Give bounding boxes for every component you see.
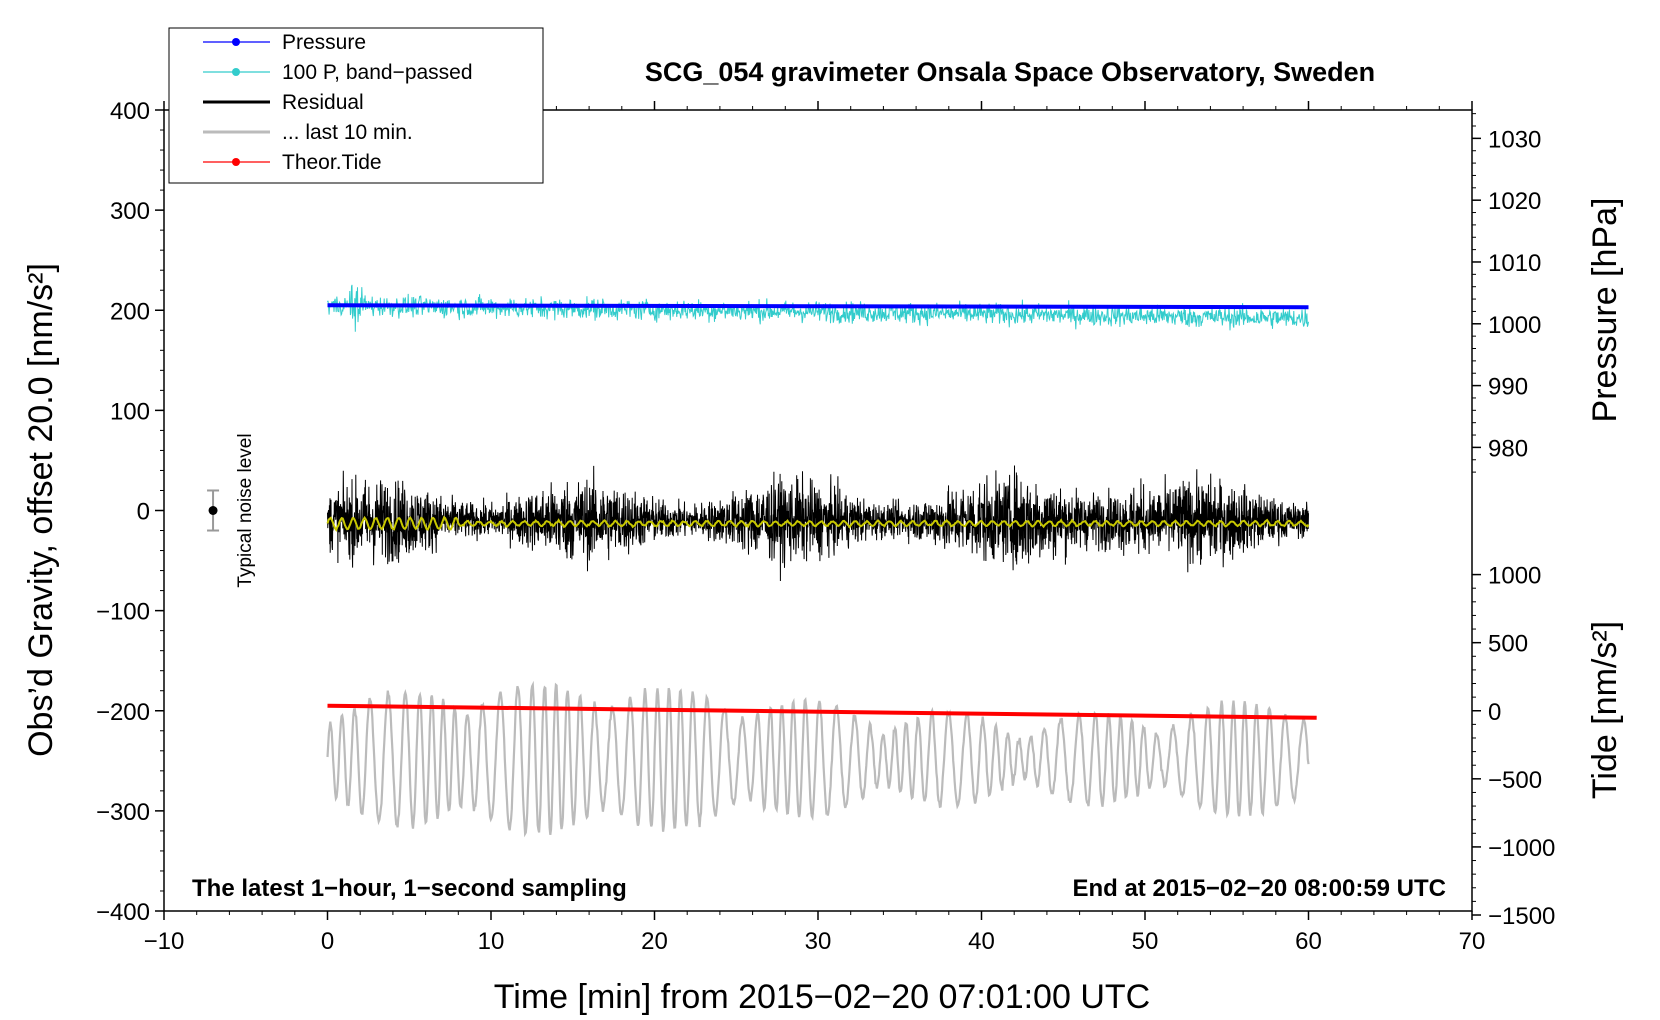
y-left-tick-label: −100 [96,599,150,626]
pressure-tick-label: 1030 [1488,126,1541,153]
chart-title: SCG_054 gravimeter Onsala Space Observat… [645,57,1375,87]
pressure-tick-label: 1010 [1488,250,1541,277]
y-left-tick-label: 400 [110,98,150,125]
y-left-tick-label: −400 [96,899,150,926]
pressure-tick-label: 1000 [1488,312,1541,339]
y-axis-label-left: Obs’d Gravity, offset 20.0 [nm/s²] [22,263,60,757]
y-left-tick-label: −300 [96,799,150,826]
y-axis-label-pressure: Pressure [hPa] [1586,198,1624,423]
x-axis-label: Time [min] from 2015−02−20 07:01:00 UTC [494,978,1150,1016]
x-tick-label: 50 [1132,928,1159,955]
series-layer [326,284,1317,838]
series-residual-smoothed [326,515,1310,532]
series-pressure [327,303,1309,310]
legend-label: 100 P, band−passed [282,61,473,84]
y-left-tick-label: 100 [110,398,150,425]
x-tick-label: 40 [968,928,995,955]
pressure-tick-label: 990 [1488,374,1528,401]
x-tick-label: 20 [641,928,668,955]
axes-layer: −10 0 10 20 30 40 50 60 704003002001000−100−200−… [96,98,1555,955]
pressure-tick-label: 980 [1488,435,1528,462]
legend-marker [232,158,240,166]
noise-level-indicator: Typical noise level [207,433,256,588]
tide-tick-label: −500 [1488,767,1542,794]
x-tick-label: −10 [144,928,185,955]
legend: Pressure 100 P, band−passed Residual ... la… [168,27,544,184]
noise-dot [208,506,218,515]
y-left-tick-label: 200 [110,298,150,325]
y-left-tick-label: 300 [110,198,150,225]
series-residual [327,465,1309,582]
legend-label: Residual [282,91,364,114]
x-tick-label: 0 [321,928,334,955]
noise-level-label: Typical noise level [235,433,256,587]
legend-label: Pressure [282,31,366,54]
x-tick-label: 60 [1295,928,1322,955]
legend-marker [232,38,240,46]
legend-box [168,27,544,184]
x-tick-label: 10 [478,928,505,955]
y-left-tick-label: −200 [96,699,150,726]
x-tick-label: 70 [1459,928,1486,955]
annotation-sampling: The latest 1−hour, 1−second sampling [192,875,627,902]
annotation-end-time: End at 2015−02−20 08:00:59 UTC [1072,875,1446,902]
tide-tick-label: 0 [1488,699,1501,726]
tide-tick-label: −1000 [1488,835,1555,862]
pressure-tick-label: 1020 [1488,188,1541,215]
series-pressure-band-passed [327,284,1309,332]
tide-tick-label: 1000 [1488,563,1541,590]
series-last-10-min [326,680,1310,838]
tide-tick-label: −1500 [1488,903,1555,930]
x-tick-label: 30 [805,928,832,955]
y-left-tick-label: 0 [137,499,150,526]
legend-label: Theor.Tide [282,151,382,174]
y-axis-label-tide: Tide [nm/s²] [1586,621,1624,799]
legend-label: ... last 10 min. [282,121,413,144]
series-theor-tide [327,703,1317,720]
legend-marker [232,68,240,76]
tide-tick-label: 500 [1488,631,1528,658]
